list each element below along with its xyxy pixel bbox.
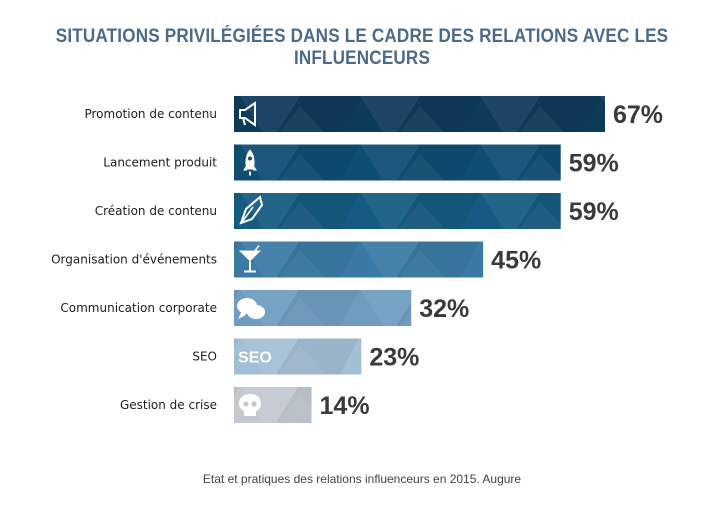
- seo-icon-text: SEO: [238, 350, 272, 367]
- category-label: Communication corporate: [60, 301, 217, 315]
- pen-icon: [239, 195, 264, 225]
- speech-bubbles-icon: [237, 298, 265, 319]
- value-label: 59%: [569, 198, 619, 226]
- chart-title: SITUATIONS PRIVILÉGIÉES DANS LE CADRE DE…: [55, 26, 669, 69]
- bar-row: Organisation d'événements 45%: [51, 241, 541, 278]
- value-label: 59%: [569, 150, 619, 178]
- seo-icon: SEO: [238, 350, 272, 367]
- value-label: 32%: [419, 295, 469, 323]
- skull-icon: [239, 394, 261, 416]
- bar-row: Création de contenu 59%: [95, 193, 619, 229]
- bar-texture: [234, 290, 412, 326]
- bar-row: Promotion de contenu 67%: [84, 96, 663, 132]
- bar-texture: [234, 241, 484, 278]
- bar-texture: [234, 338, 362, 375]
- bar-row: Communication corporate 32%: [60, 290, 469, 326]
- category-label: Création de contenu: [95, 204, 217, 218]
- category-label: SEO: [192, 350, 217, 364]
- cocktail-icon: [239, 245, 261, 273]
- bar-texture: [234, 193, 561, 229]
- source-note: Etat et pratiques des relations influenc…: [202, 472, 522, 486]
- bar-row: Gestion de crise 14%: [120, 387, 370, 423]
- bar-row: SEO SEO 23%: [192, 338, 419, 375]
- bar-row: Lancement produit 59%: [103, 144, 619, 181]
- category-label: Organisation d'événements: [51, 253, 217, 267]
- value-label: 45%: [491, 247, 541, 275]
- rocket-icon: [243, 149, 257, 176]
- category-label: Lancement produit: [103, 156, 217, 170]
- bar-texture: [234, 96, 605, 132]
- value-label: 67%: [613, 101, 663, 129]
- category-label: Promotion de contenu: [84, 107, 217, 121]
- value-label: 23%: [369, 344, 419, 372]
- megaphone-icon: [239, 101, 256, 127]
- bar-texture: [234, 144, 561, 181]
- category-label: Gestion de crise: [120, 398, 217, 412]
- value-label: 14%: [320, 392, 370, 420]
